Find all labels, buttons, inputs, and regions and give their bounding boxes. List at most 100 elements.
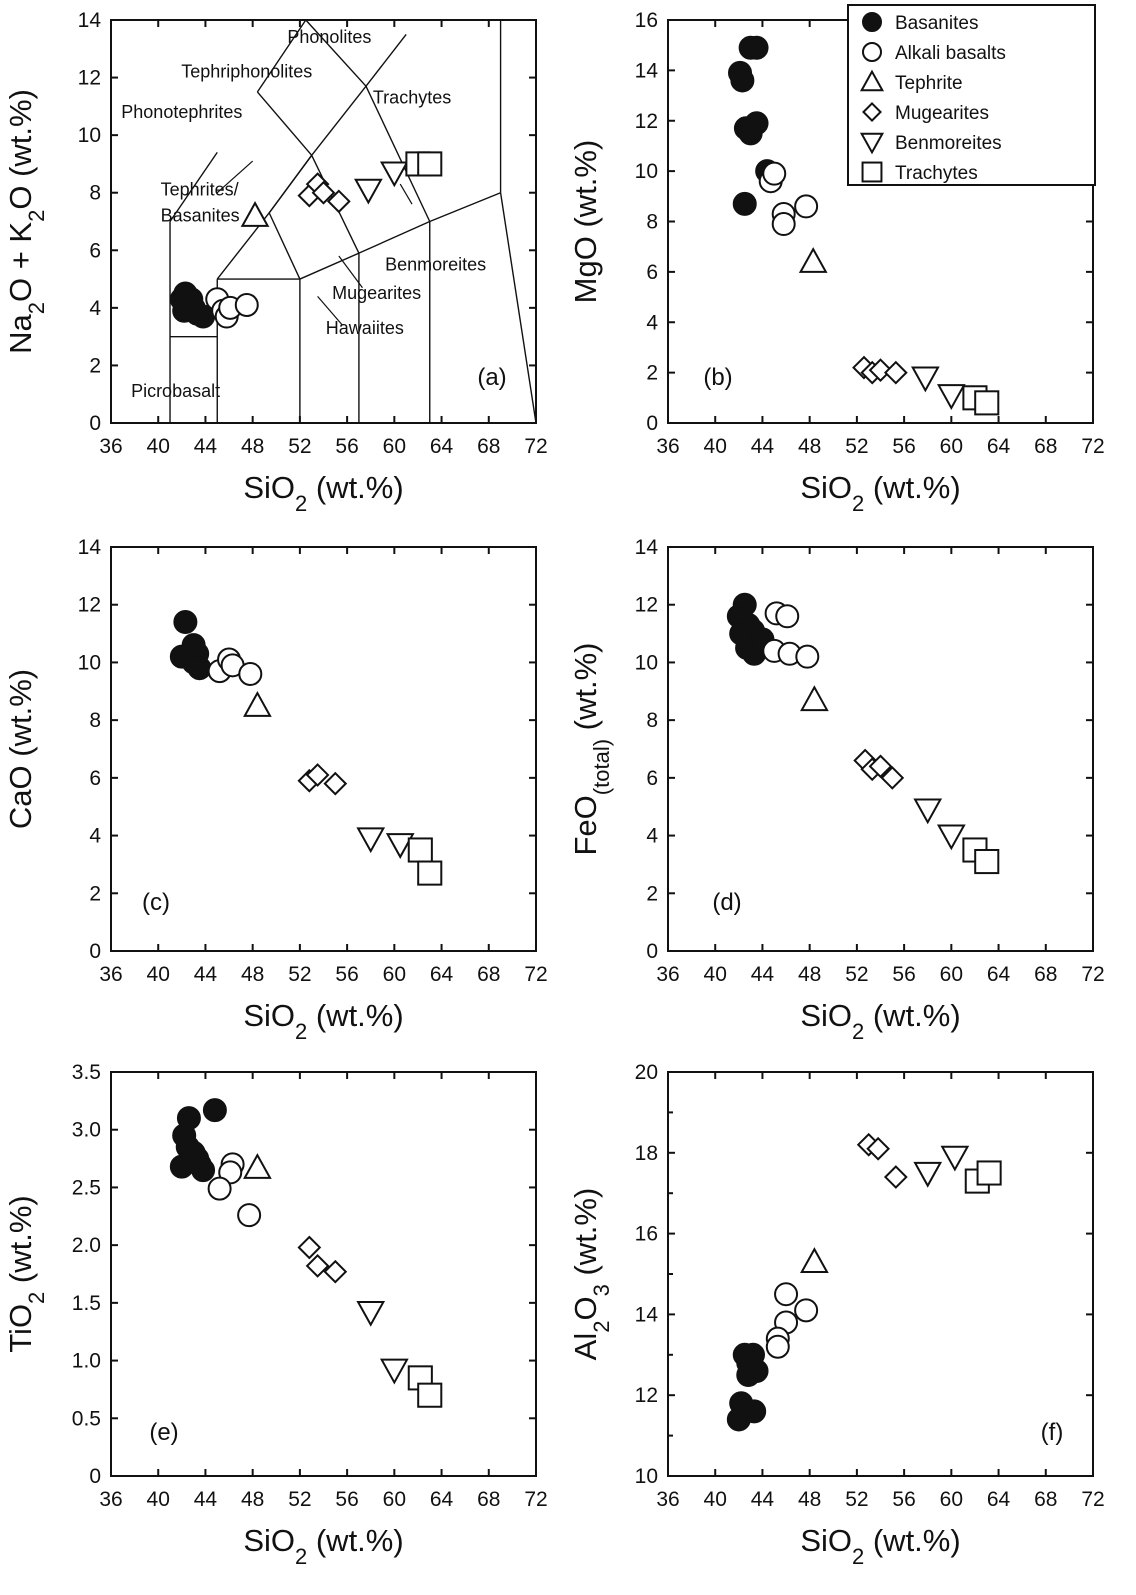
point-mugearites [326, 189, 351, 214]
panel-d-xtick-label: 64 [987, 963, 1011, 986]
point-mugearites [883, 1165, 908, 1189]
panel-a-ytick-label: 12 [78, 67, 101, 90]
panel-f-ytick-label: 18 [635, 1142, 658, 1165]
point-mugearites [880, 765, 905, 790]
point-benmoreites [379, 1358, 409, 1385]
point-alkali-basalts [774, 1282, 799, 1307]
point-basanites [744, 35, 769, 60]
panel-e-letter: (e) [149, 1419, 178, 1446]
point-tephrite [243, 691, 272, 717]
point-basanites [173, 610, 198, 635]
panel-b-points [728, 35, 1000, 416]
point-benmoreites [356, 827, 386, 854]
tas-field-label-hawaiites: Hawaiites [326, 318, 404, 338]
panel-e-ytick-label: 0 [89, 1465, 101, 1488]
panel-c-xtick-label: 40 [147, 963, 170, 986]
tas-boundary-line [305, 19, 367, 87]
tas-field-label-picrobasalt: Picrobasalt [131, 381, 220, 401]
point-alkali-basalts [238, 661, 263, 686]
point-trachytes [407, 837, 433, 863]
tas-boundary-line [358, 220, 431, 254]
panel-c-ytick-label: 2 [89, 882, 101, 905]
panel-e: 36 40 44 48 52 56 60 64 68 72 0 0.5 1.0 1.5 2.0 2.5 3.0 3… [3, 1061, 548, 1569]
tas-field-label-benmoreites: Benmoreites [385, 254, 486, 274]
panel-b-xtick-label: 48 [798, 435, 821, 458]
tas-leader-line [317, 295, 343, 326]
panel-d-xtick-label: 36 [656, 963, 679, 986]
point-alkali-basalts [237, 1203, 262, 1228]
tas-boundary-line [256, 19, 307, 93]
point-alkali-basalts [762, 161, 787, 186]
panel-d-frame [667, 546, 1094, 952]
panel-a-ytick-label: 8 [89, 182, 101, 205]
panel-b-ytick-label: 6 [646, 261, 658, 284]
tas-boundary-line [499, 192, 537, 424]
panel-d-ytick-label: 6 [646, 767, 658, 790]
point-benmoreites [936, 384, 966, 411]
panel-a-xtick-label: 72 [524, 435, 547, 458]
panel-c-xlabel: SiO2 (wt.%) [243, 998, 403, 1044]
panel-f-xtick-label: 52 [845, 1488, 868, 1511]
point-benmoreites [356, 1300, 386, 1327]
panel-e-ytick-label: 0.5 [72, 1407, 101, 1430]
point-mugearites [883, 360, 908, 385]
panel-f-xtick-label: 48 [798, 1488, 821, 1511]
panel-e-frame [110, 1071, 537, 1477]
panel-b-xtick-label: 60 [940, 435, 963, 458]
panel-e-xtick-label: 56 [335, 1488, 358, 1511]
tas-field-label-trachytes: Trachytes [373, 87, 451, 107]
legend-marker-mugearites [862, 102, 882, 122]
legend-marker-trachytes [861, 161, 883, 183]
panel-f-ylabel: Al2O3 (wt.%) [568, 1188, 614, 1361]
point-basanites [202, 1098, 227, 1123]
panel-b-xtick-label: 56 [892, 435, 915, 458]
panel-e-xtick-label: 52 [288, 1488, 311, 1511]
tas-boundary-line [365, 85, 431, 222]
panel-c-ytick-label: 0 [89, 940, 101, 963]
panel-b-ytick-label: 14 [635, 59, 659, 82]
panel-b-ytick-label: 8 [646, 211, 658, 234]
point-trachytes [417, 1382, 443, 1408]
panel-f-xtick-label: 60 [940, 1488, 963, 1511]
panel-e-ytick-label: 2.5 [72, 1176, 101, 1199]
panel-c-xtick-label: 52 [288, 963, 311, 986]
panel-d-ytick-label: 8 [646, 709, 658, 732]
panel-b-xtick-label: 64 [987, 435, 1011, 458]
panel-b-ytick-label: 2 [646, 362, 658, 385]
point-basanites [732, 191, 757, 216]
panel-a-ytick-label: 4 [89, 297, 101, 320]
point-tephrite [800, 685, 829, 712]
panel-b-xlabel: SiO2 (wt.%) [800, 470, 960, 516]
point-basanites [736, 1363, 761, 1387]
panel-e-xtick-label: 40 [147, 1488, 170, 1511]
panel-c-ytick-label: 8 [89, 709, 101, 732]
panel-f-xtick-label: 56 [892, 1488, 915, 1511]
panel-c-ytick-label: 12 [78, 594, 101, 617]
panel-f-letter: (f) [1041, 1419, 1064, 1446]
tas-boundary-line [268, 212, 301, 280]
panel-a-ytick-label: 10 [78, 124, 101, 147]
point-alkali-basalts [234, 292, 259, 317]
panel-e-ytick-label: 1.5 [72, 1292, 101, 1315]
panel-e-ytick-label: 1.0 [72, 1350, 101, 1373]
panel-a-xtick-label: 36 [99, 435, 122, 458]
panel-e-xtick-label: 60 [383, 1488, 406, 1511]
panel-d-xtick-label: 68 [1034, 963, 1057, 986]
panel-c-xtick-label: 68 [477, 963, 500, 986]
panel-a-points [169, 151, 443, 329]
panel-a-ytick-label: 14 [78, 9, 102, 32]
point-trachytes [417, 860, 443, 886]
point-benmoreites [940, 1145, 970, 1172]
panel-a-xtick-label: 60 [383, 435, 406, 458]
panel-e-xtick-label: 36 [99, 1488, 122, 1511]
panel-d-xtick-label: 48 [798, 963, 821, 986]
panel-d-ytick-label: 14 [635, 536, 659, 559]
panel-c-xtick-label: 36 [99, 963, 122, 986]
panel-d-xtick-label: 72 [1081, 963, 1104, 986]
panel-c-xtick-label: 56 [335, 963, 358, 986]
panel-c-xtick-label: 72 [524, 963, 547, 986]
legend: Basanites Alkali basalts Tephrite Mugearite… [847, 4, 1096, 186]
tas-field-label-tephriphonolites: Tephriphonolites [181, 62, 312, 82]
panel-c-xtick-label: 64 [430, 963, 454, 986]
